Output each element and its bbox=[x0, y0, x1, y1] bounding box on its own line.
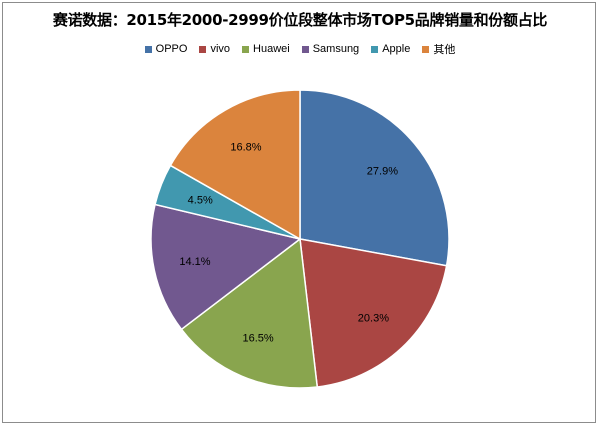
legend-item-oppo: OPPO bbox=[144, 43, 188, 55]
pie-slice-vivo bbox=[299, 238, 448, 388]
legend-label-other: 其他 bbox=[433, 44, 456, 56]
data-label-samsung: 14.1% bbox=[179, 256, 210, 268]
legend-label-apple: Apple bbox=[382, 43, 411, 55]
chart-title: 赛诺数据：2015年2000-2999价位段整体市场TOP5品牌销量和份额占比 bbox=[52, 11, 548, 29]
pie-slices bbox=[150, 89, 450, 389]
legend-swatch-other bbox=[422, 45, 430, 53]
legend-item-other: 其他 bbox=[422, 41, 455, 57]
legend-label-vivo: vivo bbox=[210, 43, 231, 55]
pie-labels: 27.9% 20.3% 16.5% 14.1% 4.5% 16.8% bbox=[179, 141, 398, 344]
legend-swatch-vivo bbox=[199, 45, 207, 53]
legend-item-huawei: Huawei bbox=[242, 43, 290, 55]
data-label-apple: 4.5% bbox=[188, 195, 213, 207]
legend-label-samsung: Samsung bbox=[312, 43, 360, 55]
legend-swatch-huawei bbox=[242, 45, 250, 53]
data-label-oppo: 27.9% bbox=[367, 165, 398, 177]
data-label-vivo: 20.3% bbox=[358, 312, 389, 324]
legend: OPPO vivo Huawei Samsung Apple 其他 bbox=[0, 41, 600, 57]
legend-label-oppo: OPPO bbox=[155, 43, 188, 55]
pie-slice-huawei bbox=[180, 237, 319, 389]
legend-swatch-samsung bbox=[301, 45, 309, 53]
legend-swatch-apple bbox=[371, 45, 379, 53]
legend-item-apple: Apple bbox=[371, 43, 410, 55]
data-label-huawei: 16.5% bbox=[242, 333, 273, 345]
legend-label-huawei: Huawei bbox=[253, 43, 290, 55]
pie-slice-oppo bbox=[299, 89, 450, 267]
legend-item-samsung: Samsung bbox=[301, 43, 360, 55]
pie-slice-other bbox=[169, 89, 301, 241]
legend-swatch-oppo bbox=[144, 45, 152, 53]
pie-slice-samsung bbox=[150, 203, 302, 331]
data-label-other: 16.8% bbox=[230, 141, 261, 153]
legend-item-vivo: vivo bbox=[199, 43, 230, 55]
